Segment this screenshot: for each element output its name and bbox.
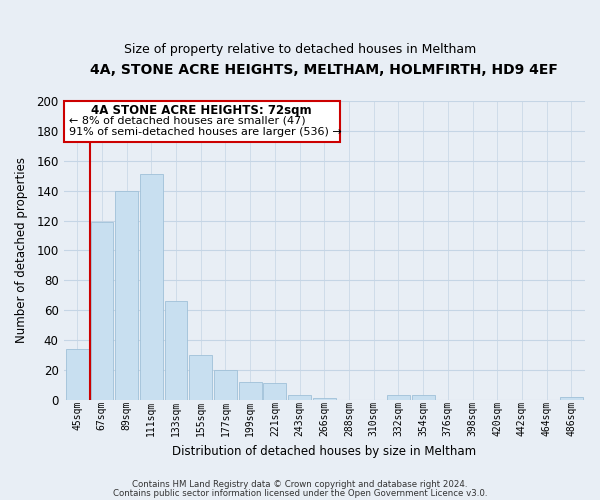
Bar bbox=[387, 395, 410, 400]
Text: 91% of semi-detached houses are larger (536) →: 91% of semi-detached houses are larger (… bbox=[69, 126, 341, 136]
Bar bbox=[313, 398, 335, 400]
Bar bbox=[560, 396, 583, 400]
Bar bbox=[115, 191, 138, 400]
Text: Contains public sector information licensed under the Open Government Licence v3: Contains public sector information licen… bbox=[113, 490, 487, 498]
Title: 4A, STONE ACRE HEIGHTS, MELTHAM, HOLMFIRTH, HD9 4EF: 4A, STONE ACRE HEIGHTS, MELTHAM, HOLMFIR… bbox=[91, 62, 558, 76]
FancyBboxPatch shape bbox=[64, 102, 340, 141]
Bar bbox=[263, 383, 286, 400]
X-axis label: Distribution of detached houses by size in Meltham: Distribution of detached houses by size … bbox=[172, 444, 476, 458]
Bar bbox=[164, 301, 187, 400]
Bar bbox=[214, 370, 237, 400]
Bar bbox=[66, 349, 89, 400]
Text: ← 8% of detached houses are smaller (47): ← 8% of detached houses are smaller (47) bbox=[69, 116, 305, 126]
Bar bbox=[190, 355, 212, 400]
Bar bbox=[140, 174, 163, 400]
Bar bbox=[288, 395, 311, 400]
Text: 4A STONE ACRE HEIGHTS: 72sqm: 4A STONE ACRE HEIGHTS: 72sqm bbox=[91, 104, 312, 118]
Bar bbox=[239, 382, 262, 400]
Y-axis label: Number of detached properties: Number of detached properties bbox=[15, 158, 28, 344]
Text: Contains HM Land Registry data © Crown copyright and database right 2024.: Contains HM Land Registry data © Crown c… bbox=[132, 480, 468, 489]
Bar bbox=[412, 395, 434, 400]
Bar bbox=[91, 222, 113, 400]
Text: Size of property relative to detached houses in Meltham: Size of property relative to detached ho… bbox=[124, 42, 476, 56]
